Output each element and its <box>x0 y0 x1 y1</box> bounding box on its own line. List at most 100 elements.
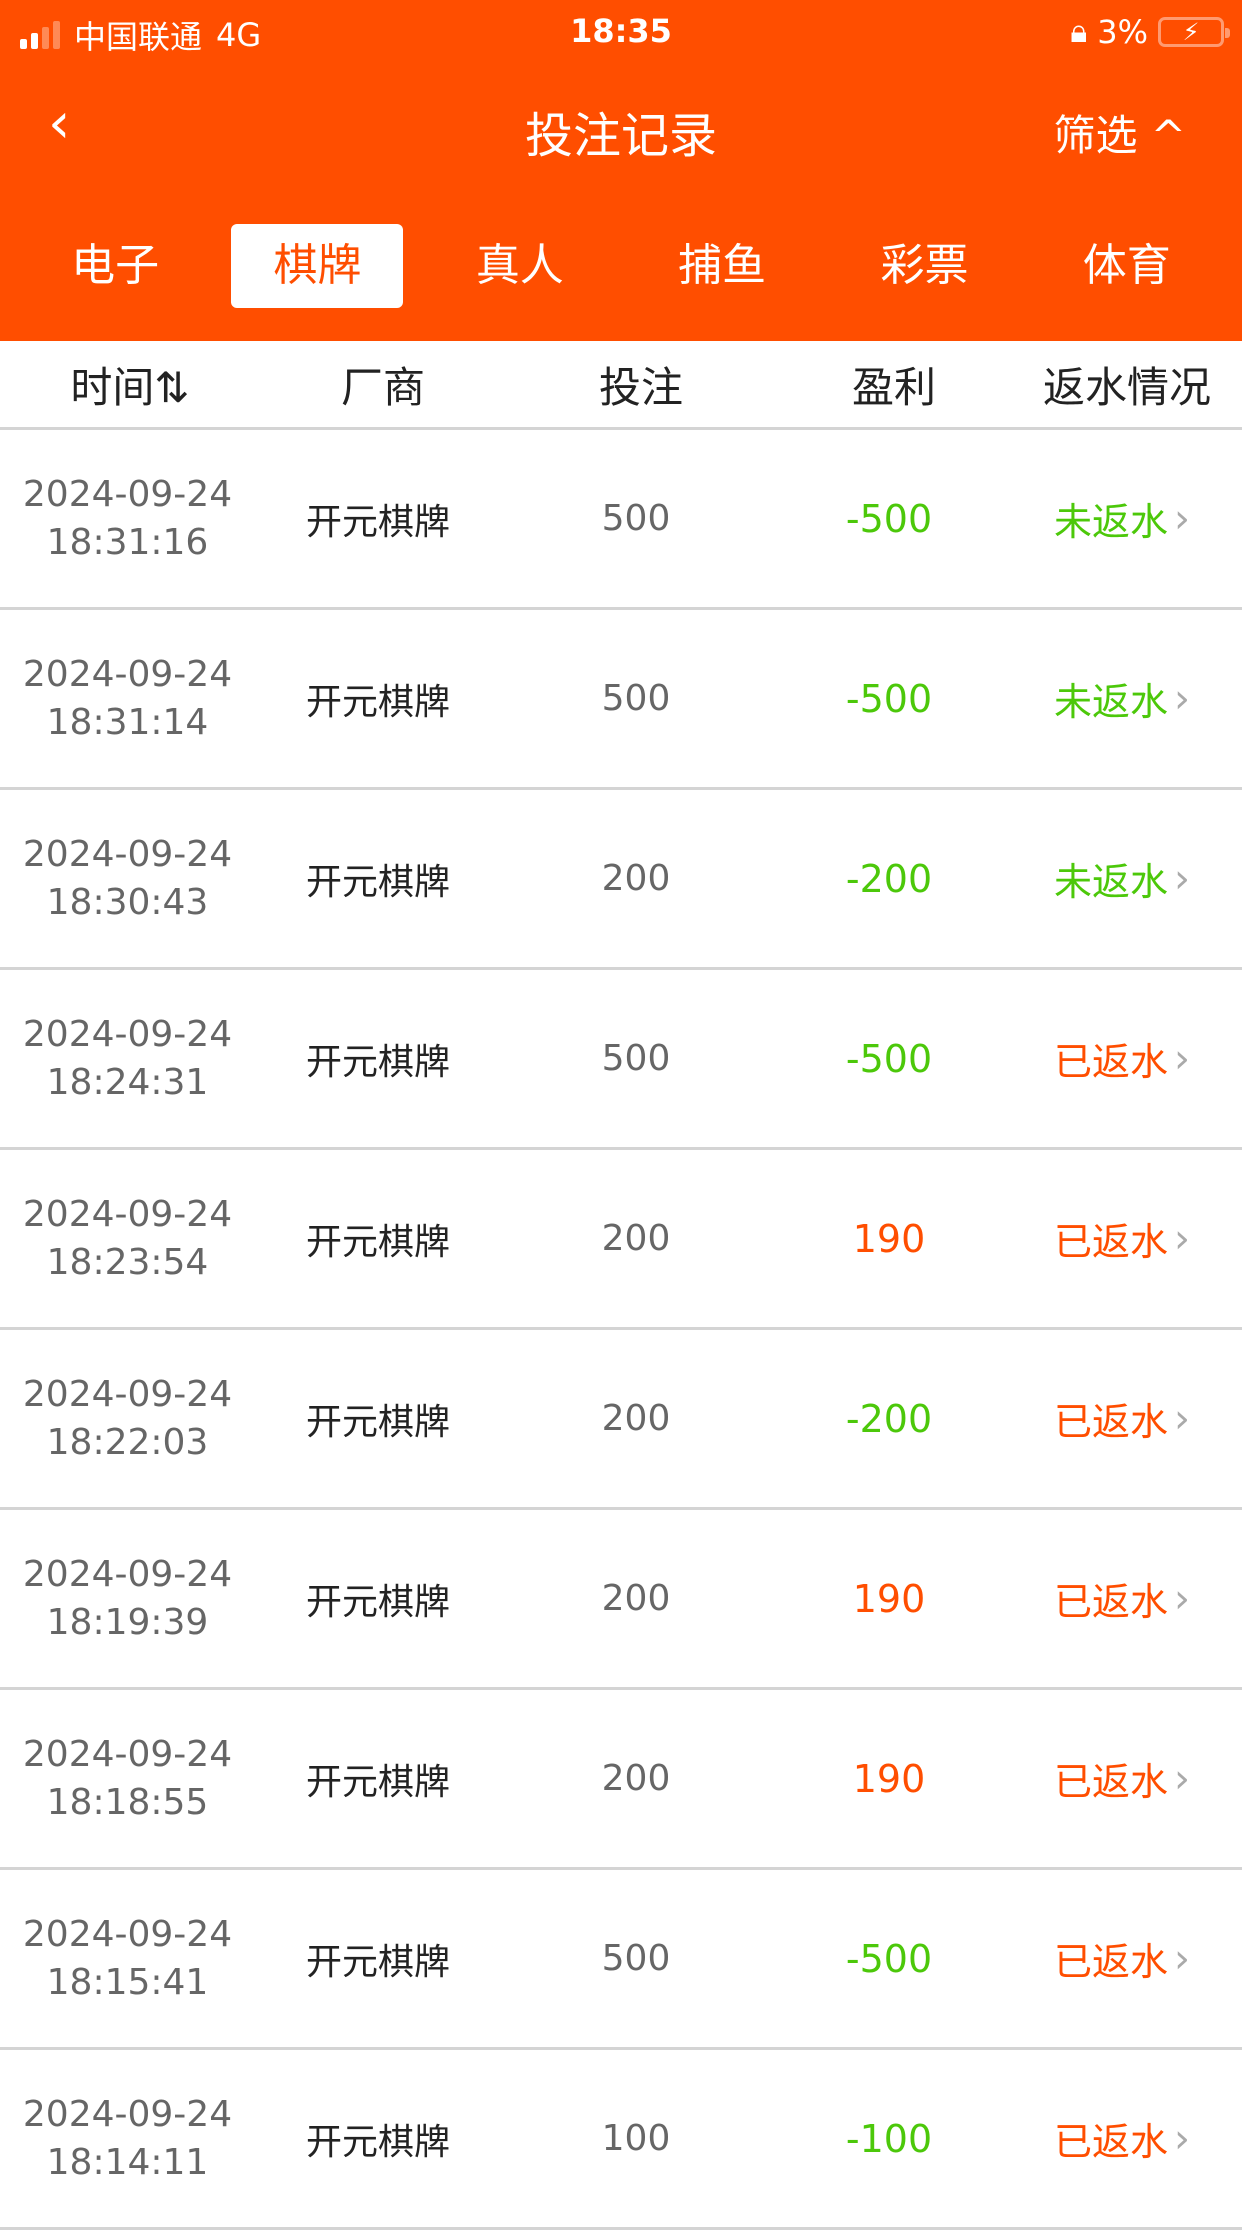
bet-amount: 200 <box>601 1578 671 1619</box>
rebate-label: 已返水 <box>1053 1940 1168 1984</box>
chevron-right-icon: › <box>1174 1755 1190 1802</box>
vendor: 开元棋牌 <box>305 861 450 903</box>
header: 中国联通 4G 18:35 🔒︎ 3% ⚡ ‹ 投注记录 筛选 ^ 电子 棋牌 真人… <box>0 0 1242 341</box>
rotation-lock-icon: 🔒︎ <box>1070 12 1088 50</box>
rebate-status[interactable]: 未返水 › <box>1007 491 1237 546</box>
bet-amount: 200 <box>601 1758 671 1799</box>
header-vendor: 厂商 <box>340 362 425 412</box>
rebate-status[interactable]: 已返水 › <box>1007 1751 1237 1806</box>
rebate-status[interactable]: 已返水 › <box>1007 2111 1237 2166</box>
table-row[interactable]: 2024-09-24 18:15:41 开元棋牌 500 -500 已返水 › <box>0 1870 1242 2050</box>
profit: -200 <box>845 1396 933 1441</box>
chevron-right-icon: › <box>1174 1935 1190 1982</box>
table-row[interactable]: 2024-09-24 18:19:39 开元棋牌 200 190 已返水 › <box>0 1510 1242 1690</box>
rebate-status[interactable]: 已返水 › <box>1007 1931 1237 1986</box>
header-profit: 盈利 <box>851 362 936 412</box>
signal-icon <box>20 21 60 49</box>
bet-amount: 200 <box>601 1398 671 1439</box>
clock: 18:35 <box>570 12 672 50</box>
bet-amount: 100 <box>601 2118 671 2159</box>
chevron-right-icon: › <box>1174 675 1190 722</box>
rebate-status[interactable]: 未返水 › <box>1007 671 1237 726</box>
rebate-status[interactable]: 未返水 › <box>1007 851 1237 906</box>
header-time[interactable]: 时间⇅ <box>0 354 260 415</box>
rebate-label: 已返水 <box>1053 1220 1168 1264</box>
profit: -500 <box>845 1036 933 1081</box>
profit: -100 <box>845 2116 933 2161</box>
bet-amount: 500 <box>601 678 671 719</box>
table-row[interactable]: 2024-09-24 18:18:55 开元棋牌 200 190 已返水 › <box>0 1690 1242 1870</box>
chevron-right-icon: › <box>1174 1035 1190 1082</box>
time: 18:14:11 <box>46 2141 209 2183</box>
table-row[interactable]: 2024-09-24 18:31:16 开元棋牌 500 -500 未返水 › <box>0 430 1242 610</box>
rebate-status[interactable]: 已返水 › <box>1007 1571 1237 1626</box>
time: 18:31:16 <box>46 521 209 563</box>
datetime: 2024-09-24 18:30:43 <box>0 831 255 927</box>
vendor: 开元棋牌 <box>305 1221 450 1263</box>
datetime: 2024-09-24 18:19:39 <box>0 1551 255 1647</box>
time: 18:24:31 <box>46 1061 209 1103</box>
rebate-status[interactable]: 已返水 › <box>1007 1391 1237 1446</box>
bet-amount: 500 <box>601 498 671 539</box>
network: 4G <box>216 16 262 54</box>
datetime: 2024-09-24 18:31:16 <box>0 471 255 567</box>
vendor: 开元棋牌 <box>305 1941 450 1983</box>
profit: 190 <box>852 1216 926 1261</box>
table-row[interactable]: 2024-09-24 18:31:14 开元棋牌 500 -500 未返水 › <box>0 610 1242 790</box>
date: 2024-09-24 <box>22 473 233 515</box>
tab-5[interactable]: 体育 <box>1082 240 1171 291</box>
header-rebate: 返水情况 <box>1042 362 1211 412</box>
back-button[interactable]: ‹ <box>48 91 71 156</box>
date: 2024-09-24 <box>22 1553 233 1595</box>
tab-3[interactable]: 捕鱼 <box>678 240 767 291</box>
time: 18:18:55 <box>46 1781 209 1823</box>
rebate-label: 已返水 <box>1053 1040 1168 1084</box>
tab-0[interactable]: 电子 <box>71 240 160 291</box>
filter-button[interactable]: 筛选 ^ <box>1053 102 1186 163</box>
rebate-status[interactable]: 已返水 › <box>1007 1211 1237 1266</box>
filter-label: 筛选 <box>1053 111 1138 160</box>
bet-amount: 500 <box>601 1038 671 1079</box>
battery-percent: 3% <box>1097 12 1148 51</box>
time: 18:30:43 <box>46 881 209 923</box>
datetime: 2024-09-24 18:18:55 <box>0 1731 255 1827</box>
status-bar: 中国联通 4G 18:35 🔒︎ 3% ⚡ <box>0 0 1242 64</box>
table-row[interactable]: 2024-09-24 18:24:31 开元棋牌 500 -500 已返水 › <box>0 970 1242 1150</box>
chevron-right-icon: › <box>1174 1215 1190 1262</box>
table-row[interactable]: 2024-09-24 18:14:11 开元棋牌 100 -100 已返水 › <box>0 2050 1242 2230</box>
datetime: 2024-09-24 18:31:14 <box>0 651 255 747</box>
header-bet: 投注 <box>598 362 683 412</box>
rebate-status[interactable]: 已返水 › <box>1007 1031 1237 1086</box>
vendor: 开元棋牌 <box>305 501 450 543</box>
tab-2[interactable]: 真人 <box>475 240 564 291</box>
datetime: 2024-09-24 18:24:31 <box>0 1011 255 1107</box>
chevron-right-icon: › <box>1174 855 1190 902</box>
datetime: 2024-09-24 18:15:41 <box>0 1911 255 2007</box>
header-label: 时间 <box>70 362 155 412</box>
table-row[interactable]: 2024-09-24 18:30:43 开元棋牌 200 -200 未返水 › <box>0 790 1242 970</box>
rebate-label: 未返水 <box>1053 500 1168 544</box>
rebate-label: 已返水 <box>1053 1580 1168 1624</box>
bet-amount: 200 <box>601 1218 671 1259</box>
profit: 190 <box>852 1756 926 1801</box>
vendor: 开元棋牌 <box>305 1761 450 1803</box>
vendor: 开元棋牌 <box>305 1041 450 1083</box>
profit: -500 <box>845 496 933 541</box>
date: 2024-09-24 <box>22 1733 233 1775</box>
category-tabs: 电子 棋牌 真人 捕鱼 彩票 体育 <box>0 224 1242 308</box>
page-title: 投注记录 <box>524 108 717 164</box>
table-row[interactable]: 2024-09-24 18:23:54 开元棋牌 200 190 已返水 › <box>0 1150 1242 1330</box>
record-list: 2024-09-24 18:31:16 开元棋牌 500 -500 未返水 › 202… <box>0 430 1242 2230</box>
battery-charging-icon: ⚡ <box>1158 16 1230 47</box>
vendor: 开元棋牌 <box>305 2121 450 2163</box>
vendor: 开元棋牌 <box>305 1581 450 1623</box>
table-row[interactable]: 2024-09-24 18:22:03 开元棋牌 200 -200 已返水 › <box>0 1330 1242 1510</box>
tab-1[interactable]: 棋牌 <box>231 224 404 308</box>
carrier: 中国联通 <box>74 18 203 56</box>
tab-4[interactable]: 彩票 <box>880 240 969 291</box>
datetime: 2024-09-24 18:22:03 <box>0 1371 255 1467</box>
chevron-up-icon: ^ <box>1137 111 1186 160</box>
profit: -500 <box>845 1936 933 1981</box>
profit: -500 <box>845 676 933 721</box>
datetime: 2024-09-24 18:14:11 <box>0 2091 255 2187</box>
